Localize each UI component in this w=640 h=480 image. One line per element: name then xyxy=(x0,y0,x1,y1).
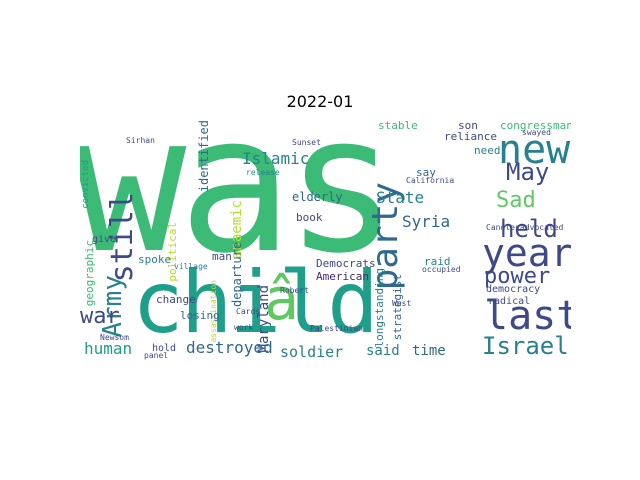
word-new: new xyxy=(498,127,571,173)
word-was: was xyxy=(80,120,399,295)
word-power: power xyxy=(484,264,551,289)
word-democracy: democracy xyxy=(486,284,541,295)
word-last: last xyxy=(484,293,571,339)
word-departure: departure xyxy=(230,242,244,308)
word-give: give xyxy=(92,234,117,245)
word-hold: hold xyxy=(152,343,177,354)
word-man: man xyxy=(212,250,232,263)
word-time: time xyxy=(412,343,446,359)
word-sirhan: Sirhan xyxy=(126,136,155,145)
word-cloud: was child â party still Army anaemic Mar… xyxy=(80,120,571,367)
word-change: change xyxy=(156,293,196,306)
word-a-circ: â xyxy=(264,265,299,333)
word-robert: Robert xyxy=(280,286,309,295)
word-panel: panel xyxy=(144,351,169,360)
word-california: California xyxy=(406,176,455,185)
word-identified: identified xyxy=(197,120,211,193)
word-state: State xyxy=(376,188,425,207)
word-elderly: elderly xyxy=(292,190,343,204)
word-occupied: occupied xyxy=(422,265,461,274)
word-democrats: Democrats xyxy=(316,257,376,270)
word-cards: Cards xyxy=(236,307,261,316)
word-said: said xyxy=(366,343,400,359)
word-release: release xyxy=(246,168,280,177)
word-raid: raid xyxy=(424,255,451,268)
word-swayed: swayed xyxy=(522,128,551,137)
word-destroyed: destroyed xyxy=(186,338,273,357)
word-losing: losing xyxy=(180,309,220,322)
word-work: work xyxy=(234,323,254,332)
word-stable: stable xyxy=(378,120,418,132)
word-political: political xyxy=(166,222,179,282)
word-west: West xyxy=(392,299,412,308)
word-human: human xyxy=(84,339,133,358)
word-say: say xyxy=(416,166,436,179)
figure-title: 2022-01 xyxy=(286,92,354,111)
word-soldier: soldier xyxy=(280,343,344,361)
word-convicted: convicted xyxy=(81,160,91,209)
word-palestinian: Palestinian xyxy=(310,324,363,333)
word-village: village xyxy=(174,262,208,271)
word-american: American xyxy=(316,270,369,283)
word-held: held xyxy=(500,215,558,243)
word-reliance: reliance xyxy=(444,130,497,143)
word-son: son xyxy=(458,120,478,132)
word-syria: Syria xyxy=(402,212,451,231)
word-spoke: spoke xyxy=(138,253,172,266)
word-sad: Sad xyxy=(496,188,536,213)
word-newsom: Newsom xyxy=(100,333,129,342)
word-war: war xyxy=(80,304,120,329)
word-sunset: Sunset xyxy=(292,138,321,147)
word-radical: radical xyxy=(488,296,531,307)
word-geographic: geographic xyxy=(83,240,96,307)
word-may: May xyxy=(506,158,550,186)
word-longstanding: longstanding xyxy=(373,268,386,348)
word-israel: Israel xyxy=(482,332,569,360)
word-year: year xyxy=(482,231,571,275)
word-child: child xyxy=(132,253,379,353)
word-islamic: Islamic xyxy=(242,149,310,168)
word-congressman: congressman xyxy=(500,120,571,132)
word-need: need xyxy=(474,144,501,157)
word-book: book xyxy=(296,211,323,224)
word-candles: Candles xyxy=(486,223,520,232)
word-advocated: advocated xyxy=(520,223,564,232)
